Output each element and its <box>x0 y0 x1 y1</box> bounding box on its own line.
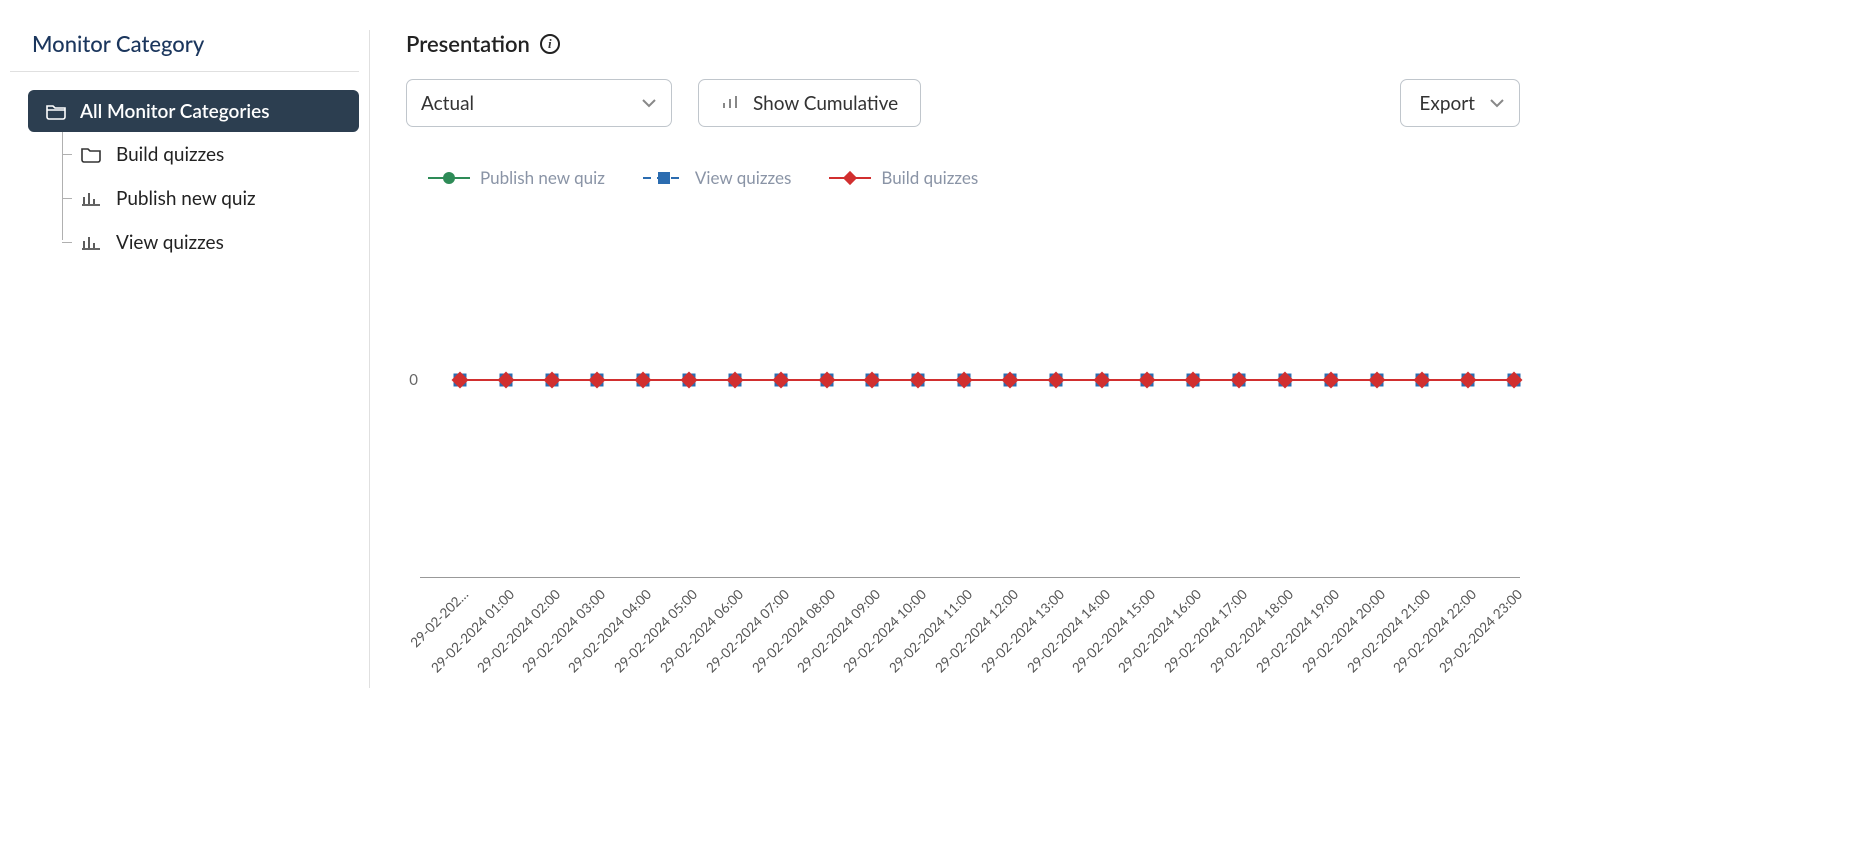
tree-item-view-quizzes[interactable]: View quizzes <box>58 220 359 264</box>
bar-chart-icon <box>80 234 102 250</box>
tree-root-label: All Monitor Categories <box>80 100 270 123</box>
export-label: Export <box>1419 92 1475 115</box>
legend-swatch <box>829 170 871 186</box>
x-tick-label: 29-02-2024 02:00 <box>473 586 563 676</box>
chart-plot: 0 <box>420 198 1520 578</box>
tree-item-label: View quizzes <box>116 231 224 254</box>
legend-item[interactable]: Build quizzes <box>829 167 978 188</box>
show-cumulative-button[interactable]: Show Cumulative <box>698 79 921 127</box>
sidebar: Monitor Category All Monitor Categories <box>10 30 370 688</box>
chevron-down-icon <box>1489 98 1505 108</box>
legend-item[interactable]: View quizzes <box>643 167 791 188</box>
legend-label: View quizzes <box>695 167 791 188</box>
chart-x-labels: 29-02-202…29-02-2024 01:0029-02-2024 02:… <box>460 578 1514 688</box>
tree-children: Build quizzes Publish new quiz <box>58 132 359 264</box>
series-line <box>460 379 1514 381</box>
x-tick-label: 29-02-2024 11:00 <box>886 586 976 676</box>
x-tick-label: 29-02-2024 01:00 <box>427 586 517 676</box>
x-tick-label: 29-02-2024 05:00 <box>611 586 701 676</box>
sidebar-title: Monitor Category <box>10 30 359 72</box>
tree-item-label: Build quizzes <box>116 143 224 166</box>
x-tick-label: 29-02-2024 06:00 <box>657 586 747 676</box>
x-tick-label: 29-02-2024 04:00 <box>565 586 655 676</box>
x-tick-label: 29-02-2024 16:00 <box>1115 586 1205 676</box>
controls-row: Actual Show Cumulative Export <box>406 79 1520 127</box>
x-tick-label: 29-02-2024 15:00 <box>1069 586 1159 676</box>
tree-item-publish-new-quiz[interactable]: Publish new quiz <box>58 176 359 220</box>
bar-chart-icon <box>721 92 739 115</box>
x-tick-label: 29-02-2024 10:00 <box>840 586 930 676</box>
x-tick-label: 29-02-2024 19:00 <box>1252 586 1342 676</box>
tree-root-all-categories[interactable]: All Monitor Categories <box>28 90 359 132</box>
view-mode-select[interactable]: Actual <box>406 79 672 127</box>
chart-legend: Publish new quiz View quizzes Build quizze… <box>406 167 1520 188</box>
x-tick-label: 29-02-2024 08:00 <box>748 586 838 676</box>
legend-label: Publish new quiz <box>480 167 605 188</box>
bar-chart-icon <box>80 190 102 206</box>
category-tree: All Monitor Categories Build quizzes <box>10 90 359 264</box>
legend-swatch <box>428 170 470 186</box>
x-tick-label: 29-02-2024 12:00 <box>932 586 1022 676</box>
folder-open-icon <box>44 102 68 120</box>
chart: Publish new quiz View quizzes Build quizze… <box>406 167 1520 688</box>
view-mode-value: Actual <box>421 92 474 115</box>
x-tick-label: 29-02-2024 21:00 <box>1344 586 1434 676</box>
chart-series-layer <box>460 198 1514 577</box>
x-tick-label: 29-02-2024 09:00 <box>794 586 884 676</box>
x-tick-label: 29-02-2024 14:00 <box>1023 586 1113 676</box>
x-tick-label: 29-02-2024 18:00 <box>1206 586 1296 676</box>
tree-item-build-quizzes[interactable]: Build quizzes <box>58 132 359 176</box>
legend-swatch <box>643 170 685 186</box>
page-title: Presentation <box>406 30 530 57</box>
x-tick-label: 29-02-2024 07:00 <box>702 586 792 676</box>
x-tick-label: 29-02-2024 23:00 <box>1436 586 1526 676</box>
y-tick-label: 0 <box>409 371 418 389</box>
x-tick-label: 29-02-2024 17:00 <box>1161 586 1251 676</box>
legend-label: Build quizzes <box>881 167 978 188</box>
legend-item[interactable]: Publish new quiz <box>428 167 605 188</box>
main-title-row: Presentation i <box>406 30 1520 57</box>
folder-icon <box>80 146 102 163</box>
x-tick-label: 29-02-2024 03:00 <box>519 586 609 676</box>
x-tick-label: 29-02-2024 22:00 <box>1390 586 1480 676</box>
show-cumulative-label: Show Cumulative <box>753 92 898 115</box>
export-button[interactable]: Export <box>1400 79 1520 127</box>
tree-item-label: Publish new quiz <box>116 187 256 210</box>
x-tick-label: 29-02-2024 13:00 <box>977 586 1067 676</box>
main-panel: Presentation i Actual Show Cumulative <box>370 30 1520 688</box>
chevron-down-icon <box>641 98 657 108</box>
info-icon[interactable]: i <box>540 34 560 54</box>
x-tick-label: 29-02-2024 20:00 <box>1298 586 1388 676</box>
